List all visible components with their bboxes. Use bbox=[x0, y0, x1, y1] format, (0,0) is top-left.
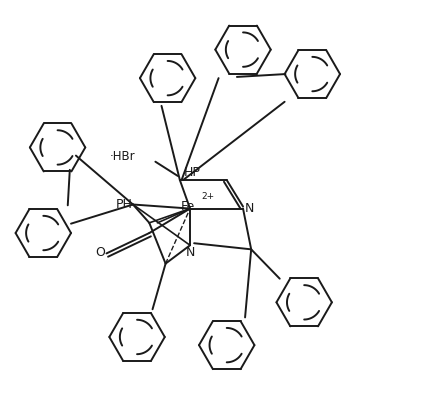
Text: Fe: Fe bbox=[181, 200, 195, 213]
Text: N: N bbox=[245, 202, 254, 215]
Text: 2+: 2+ bbox=[202, 192, 214, 201]
Text: HP: HP bbox=[184, 166, 201, 179]
Text: N: N bbox=[185, 246, 195, 259]
Text: O: O bbox=[95, 246, 105, 258]
Text: PH: PH bbox=[115, 198, 132, 211]
Text: ·HBr: ·HBr bbox=[109, 151, 135, 163]
